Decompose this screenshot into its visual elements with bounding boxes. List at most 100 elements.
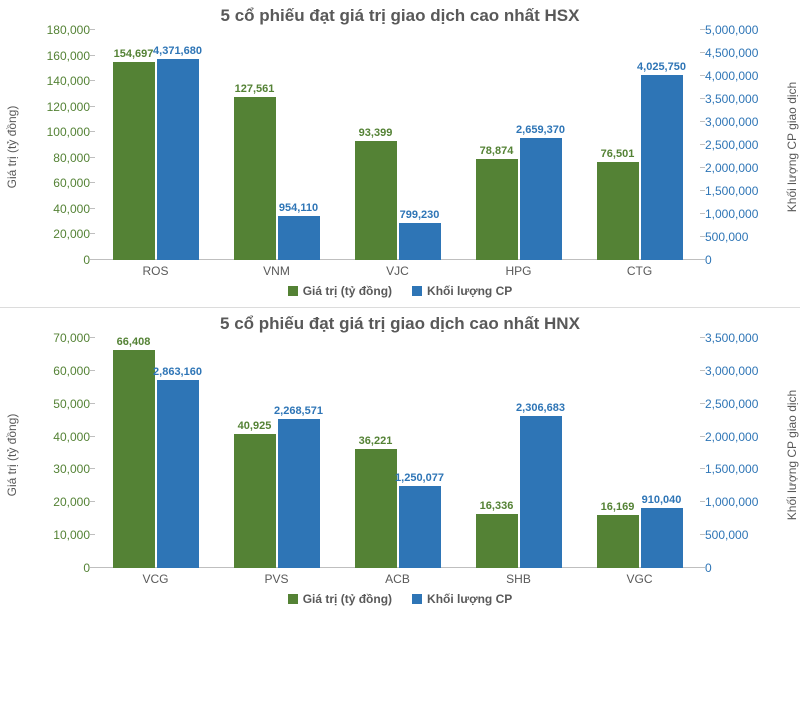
legend-swatch [288, 594, 298, 604]
bar-group: 93,399799,230 [337, 30, 458, 260]
x-category-label: ACB [337, 572, 458, 586]
bar-volume: 4,371,680 [157, 59, 199, 260]
bar-value: 154,697 [113, 62, 155, 260]
chart-container: 5 cổ phiếu đạt giá trị giao dịch cao nhấ… [0, 308, 800, 615]
legend-item: Giá trị (tỷ đồng) [288, 592, 392, 606]
bar-volume: 1,250,077 [399, 486, 441, 568]
bar-group: 66,408 2,863,160 [95, 338, 216, 568]
bar-group: 36,2211,250,077 [337, 338, 458, 568]
bar-value-label: 76,501 [601, 148, 635, 160]
chart-title: 5 cổ phiếu đạt giá trị giao dịch cao nhấ… [0, 0, 800, 30]
bar-value-label: 154,697 [114, 48, 154, 60]
bar-group: 154,6974,371,680 [95, 30, 216, 260]
legend-swatch [412, 286, 422, 296]
bar-group: 16,169910,040 [579, 338, 700, 568]
plot-area: 020,00040,00060,00080,000100,000120,0001… [95, 30, 700, 260]
x-category-label: SHB [458, 572, 579, 586]
bar-volume: 910,040 [641, 508, 683, 568]
bar-value-label: 16,336 [480, 500, 514, 512]
y-right-tick: 3,000,000 [705, 115, 758, 129]
y-left-tick: 50,000 [53, 397, 90, 411]
bar-value: 78,874 [476, 159, 518, 260]
y-left-tick: 120,000 [47, 100, 90, 114]
bar-volume-label: 2,659,370 [516, 124, 565, 136]
y-right-tick: 4,500,000 [705, 46, 758, 60]
y-right-tick: 0 [705, 253, 712, 267]
bar-value: 93,399 [355, 141, 397, 260]
bar-value: 16,169 [597, 515, 639, 568]
y-left-tick: 70,000 [53, 331, 90, 345]
y-left-tick: 40,000 [53, 202, 90, 216]
bar-volume-label: 2,306,683 [516, 402, 565, 414]
legend-label: Khối lượng CP [427, 592, 512, 606]
bar-volume-label: 4,371,680 [153, 45, 202, 57]
x-category-label: VJC [337, 264, 458, 278]
legend-label: Giá trị (tỷ đồng) [303, 592, 392, 606]
y-right-tick: 2,000,000 [705, 430, 758, 444]
y-right-tick: 500,000 [705, 230, 748, 244]
bar-group: 40,9252,268,571 [216, 338, 337, 568]
bar-value-label: 66,408 [117, 336, 151, 348]
chart-title: 5 cổ phiếu đạt giá trị giao dịch cao nhấ… [0, 308, 800, 338]
y-right-tick: 5,000,000 [705, 23, 758, 37]
legend-item: Khối lượng CP [412, 592, 512, 606]
x-category-label: PVS [216, 572, 337, 586]
y-left-tick: 40,000 [53, 430, 90, 444]
y-right-tick: 1,000,000 [705, 495, 758, 509]
bar-volume: 954,110 [278, 216, 320, 260]
bar-volume: 4,025,750 [641, 75, 683, 260]
x-axis-labels: ROSVNMVJCHPGCTG [95, 264, 700, 278]
bars-area: 66,4082,863,16040,9252,268,57136,2211,25… [95, 338, 700, 568]
bar-value-label: 36,221 [359, 435, 393, 447]
x-category-label: VGC [579, 572, 700, 586]
bar-value-label: 78,874 [480, 145, 514, 157]
bar-value-label: 93,399 [359, 127, 393, 139]
bar-value-label: 127,561 [235, 83, 275, 95]
bar-value: 127,561 [234, 97, 276, 260]
y-left-tick: 80,000 [53, 151, 90, 165]
bar-volume-label: 2,863,160 [153, 366, 202, 378]
y-right-tick: 2,500,000 [705, 397, 758, 411]
y-right-tick: 2,500,000 [705, 138, 758, 152]
bar-value: 40,925 [234, 434, 276, 568]
y-right-tick: 4,000,000 [705, 69, 758, 83]
y-right-tick: 3,500,000 [705, 92, 758, 106]
y-left-tick: 20,000 [53, 227, 90, 241]
legend-swatch [412, 594, 422, 604]
y-left-tick: 140,000 [47, 74, 90, 88]
y-left-tick: 0 [83, 253, 90, 267]
bar-value: 36,221 [355, 449, 397, 568]
y-left-tick: 100,000 [47, 125, 90, 139]
bar-volume-label: 4,025,750 [637, 61, 686, 73]
x-category-label: ROS [95, 264, 216, 278]
legend-item: Giá trị (tỷ đồng) [288, 284, 392, 298]
y-right-tick: 0 [705, 561, 712, 575]
y-right-tick: 500,000 [705, 528, 748, 542]
bars-area: 154,6974,371,680127,561954,11093,399799,… [95, 30, 700, 260]
bar-volume-label: 1,250,077 [395, 472, 444, 484]
bar-volume: 2,659,370 [520, 138, 562, 260]
y-left-tick: 0 [83, 561, 90, 575]
x-category-label: HPG [458, 264, 579, 278]
bar-group: 127,561954,110 [216, 30, 337, 260]
bar-volume: 2,863,160 [157, 380, 199, 568]
legend: Giá trị (tỷ đồng) Khối lượng CP [0, 592, 800, 615]
bar-group: 76,501 4,025,750 [579, 30, 700, 260]
bar-volume: 2,306,683 [520, 416, 562, 568]
x-axis-labels: VCGPVSACBSHBVGC [95, 572, 700, 586]
y-left-tick: 20,000 [53, 495, 90, 509]
y-left-tick: 180,000 [47, 23, 90, 37]
bar-group: 16,336 2,306,683 [458, 338, 579, 568]
bar-volume: 2,268,571 [278, 419, 320, 568]
x-category-label: CTG [579, 264, 700, 278]
bar-volume: 799,230 [399, 223, 441, 260]
y-left-tick: 10,000 [53, 528, 90, 542]
legend-swatch [288, 286, 298, 296]
legend-label: Giá trị (tỷ đồng) [303, 284, 392, 298]
y-right-tick: 1,000,000 [705, 207, 758, 221]
plot-area: 010,00020,00030,00040,00050,00060,00070,… [95, 338, 700, 568]
chart-container: 5 cổ phiếu đạt giá trị giao dịch cao nhấ… [0, 0, 800, 307]
y-right-tick: 3,000,000 [705, 364, 758, 378]
y-right-tick: 2,000,000 [705, 161, 758, 175]
y-left-tick: 60,000 [53, 364, 90, 378]
